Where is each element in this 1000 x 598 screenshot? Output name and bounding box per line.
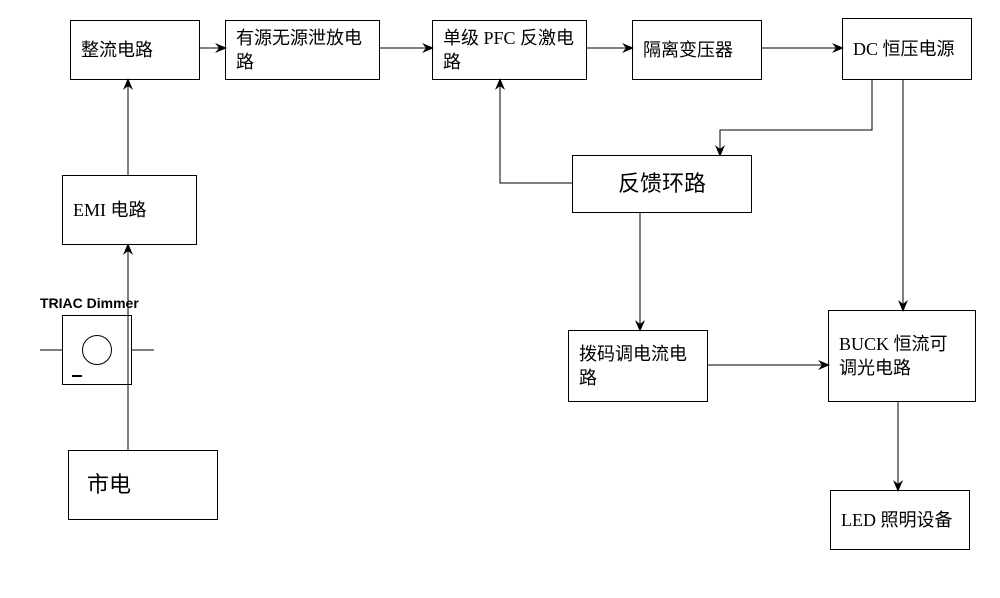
node-led: LED 照明设备 bbox=[830, 490, 970, 550]
node-label: 有源无源泄放电路 bbox=[236, 26, 369, 75]
node-buck: BUCK 恒流可调光电路 bbox=[828, 310, 976, 402]
node-feedback: 反馈环路 bbox=[572, 155, 752, 213]
node-label: DC 恒压电源 bbox=[853, 37, 955, 61]
node-rectifier: 整流电路 bbox=[70, 20, 200, 80]
node-emi: EMI 电路 bbox=[62, 175, 197, 245]
node-label: BUCK 恒流可调光电路 bbox=[839, 332, 965, 381]
edge-dcv-feedback bbox=[720, 80, 872, 155]
node-label: EMI 电路 bbox=[73, 198, 147, 222]
node-bleed: 有源无源泄放电路 bbox=[225, 20, 380, 80]
node-label: 反馈环路 bbox=[618, 169, 706, 199]
node-label: 隔离变压器 bbox=[643, 38, 733, 62]
node-pfc: 单级 PFC 反激电路 bbox=[432, 20, 587, 80]
node-label: 拨码调电流电路 bbox=[579, 342, 697, 391]
node-xfmr: 隔离变压器 bbox=[632, 20, 762, 80]
dimmer-label: TRIAC Dimmer bbox=[40, 295, 139, 311]
edge-feedback-pfc bbox=[500, 80, 572, 183]
node-dial-code: 拨码调电流电路 bbox=[568, 330, 708, 402]
node-label: LED 照明设备 bbox=[841, 508, 953, 532]
node-dcv: DC 恒压电源 bbox=[842, 18, 972, 80]
dimmer-dial-icon bbox=[82, 335, 112, 365]
node-label: 整流电路 bbox=[81, 38, 153, 62]
node-mains: 市电 bbox=[68, 450, 218, 520]
node-label: 市电 bbox=[87, 470, 131, 500]
dimmer-indicator bbox=[72, 375, 82, 377]
node-label: 单级 PFC 反激电路 bbox=[443, 26, 576, 75]
